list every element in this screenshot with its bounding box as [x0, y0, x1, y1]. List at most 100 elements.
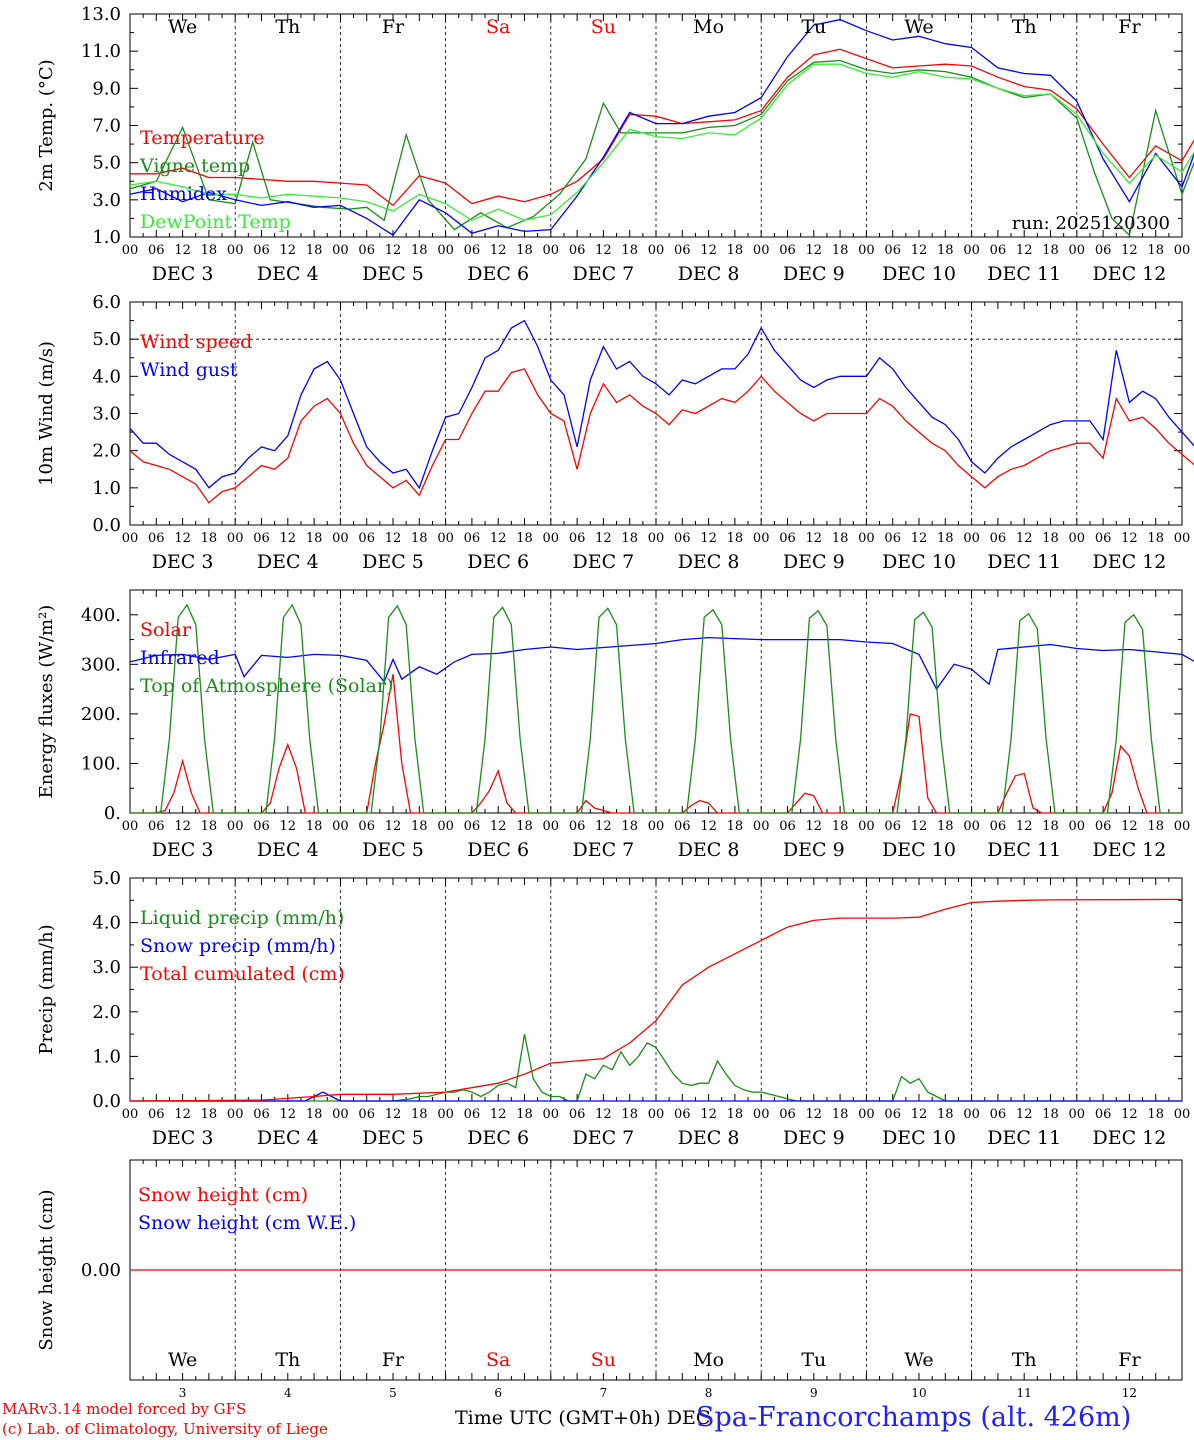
temp-hour-label: 00: [858, 243, 875, 258]
temp-hour-label: 12: [700, 243, 717, 258]
energy-hour-label: 12: [911, 819, 928, 834]
day-name-label: Th: [1012, 16, 1037, 38]
energy-hour-label: 12: [595, 819, 612, 834]
wind-hour-label: 00: [963, 531, 980, 546]
energy-hour-label: 06: [253, 819, 270, 834]
energy-hour-label: 00: [648, 819, 665, 834]
temp-hour-label: 06: [674, 243, 691, 258]
wind-hour-label: 06: [358, 531, 375, 546]
precip-hour-label: 12: [1121, 1107, 1138, 1122]
date-label: DEC 11: [987, 1127, 1061, 1149]
energy-series-1-line: [129, 636, 1194, 691]
day-number-label: 11: [1017, 1386, 1032, 1400]
wind-ytick-label: 4.0: [92, 366, 121, 387]
snow-legend-1: Snow height (cm W.E.): [138, 1212, 356, 1234]
wind-legend-0: Wind speed: [140, 331, 252, 353]
precip-hour-label: 18: [1147, 1107, 1164, 1122]
precip-hour-label: 18: [621, 1107, 638, 1122]
lab-credit: (c) Lab. of Climatology, University of L…: [2, 1420, 328, 1438]
day-name-label: Fr: [382, 16, 405, 38]
temp-hour-label: 18: [1042, 243, 1059, 258]
precip-hour-label: 18: [516, 1107, 533, 1122]
day-number-label: 10: [911, 1386, 926, 1400]
day-number-label: 4: [284, 1386, 292, 1400]
temp-hour-label: 06: [569, 243, 586, 258]
precip-hour-label: 18: [727, 1107, 744, 1122]
wind-hour-label: 18: [306, 531, 323, 546]
energy-hour-label: 18: [727, 819, 744, 834]
temp-hour-label: 00: [1174, 243, 1191, 258]
energy-hour-label: 00: [963, 819, 980, 834]
precip-ytick-label: 2.0: [92, 1002, 121, 1023]
temp-hour-label: 12: [1121, 243, 1138, 258]
wind-hour-label: 12: [490, 531, 507, 546]
precip-hour-label: 06: [148, 1107, 165, 1122]
wind-ytick-label: 0.0: [92, 515, 121, 536]
temp-hour-label: 00: [543, 243, 560, 258]
temp-series-1-line: [129, 59, 1194, 237]
day-name-label: Tu: [801, 1349, 826, 1371]
day-name-label: Su: [591, 16, 616, 38]
date-label: DEC 10: [882, 1127, 956, 1149]
date-label: DEC 5: [362, 551, 424, 573]
precip-hour-label: 18: [937, 1107, 954, 1122]
precip-hour-label: 06: [253, 1107, 270, 1122]
wind-ytick-label: 5.0: [92, 329, 121, 350]
temp-hour-label: 06: [253, 243, 270, 258]
wind-ytick-label: 2.0: [92, 441, 121, 462]
precip-hour-label: 00: [648, 1107, 665, 1122]
day-number-label: 9: [810, 1386, 818, 1400]
temp-hour-label: 00: [753, 243, 770, 258]
energy-ytick-label: 400.: [81, 605, 121, 626]
model-credit: MARv3.14 model forced by GFS: [2, 1400, 247, 1418]
precip-hour-label: 06: [990, 1107, 1007, 1122]
wind-hour-label: 06: [990, 531, 1007, 546]
precip-ytick-label: 5.0: [92, 868, 121, 889]
wind-hour-label: 18: [411, 531, 428, 546]
date-label: DEC 7: [573, 1127, 635, 1149]
wind-legend-1: Wind gust: [140, 359, 238, 381]
precip-series-0-line: [130, 1033, 1182, 1102]
date-label: DEC 12: [1092, 839, 1166, 861]
wind-hour-label: 06: [884, 531, 901, 546]
wind-hour-label: 18: [201, 531, 218, 546]
temp-hour-label: 06: [779, 243, 796, 258]
temp-hour-label: 18: [1147, 243, 1164, 258]
precip-hour-label: 06: [358, 1107, 375, 1122]
energy-hour-label: 06: [884, 819, 901, 834]
wind-hour-label: 00: [332, 531, 349, 546]
temp-hour-label: 18: [201, 243, 218, 258]
precip-legend-0: Liquid precip (mm/h): [140, 907, 344, 929]
energy-hour-label: 12: [806, 819, 823, 834]
energy-legend-0: Solar: [140, 619, 192, 641]
temp-hour-label: 06: [464, 243, 481, 258]
wind-hour-label: 12: [280, 531, 297, 546]
temp-frame: [129, 13, 1183, 238]
day-number-label: 6: [494, 1386, 502, 1400]
temp-ytick-label: 9.0: [92, 78, 121, 99]
energy-hour-label: 06: [358, 819, 375, 834]
temp-series-0-line: [130, 48, 1194, 207]
date-label: DEC 4: [257, 1127, 319, 1149]
temp-hour-label: 00: [122, 243, 139, 258]
date-label: DEC 8: [678, 839, 740, 861]
precip-hour-label: 18: [201, 1107, 218, 1122]
date-label: DEC 3: [152, 1127, 214, 1149]
date-label: DEC 8: [678, 1127, 740, 1149]
date-label: DEC 5: [362, 839, 424, 861]
day-number-label: 3: [179, 1386, 187, 1400]
day-name-label: Fr: [382, 1349, 405, 1371]
precip-hour-label: 00: [543, 1107, 560, 1122]
temp-legend-0: Temperature: [140, 127, 264, 149]
date-label: DEC 12: [1092, 551, 1166, 573]
temp-legend-1: Vigne temp: [139, 155, 250, 177]
day-number-label: 12: [1122, 1386, 1137, 1400]
precip-hour-label: 12: [595, 1107, 612, 1122]
wind-hour-label: 06: [674, 531, 691, 546]
energy-hour-label: 12: [490, 819, 507, 834]
energy-ytick-label: 300.: [81, 654, 121, 675]
temp-hour-label: 12: [911, 243, 928, 258]
energy-y-axis-title: Energy fluxes (W/m²): [36, 605, 57, 799]
date-label: DEC 3: [152, 839, 214, 861]
precip-y-axis-title: Precip (mm/h): [36, 924, 57, 1054]
